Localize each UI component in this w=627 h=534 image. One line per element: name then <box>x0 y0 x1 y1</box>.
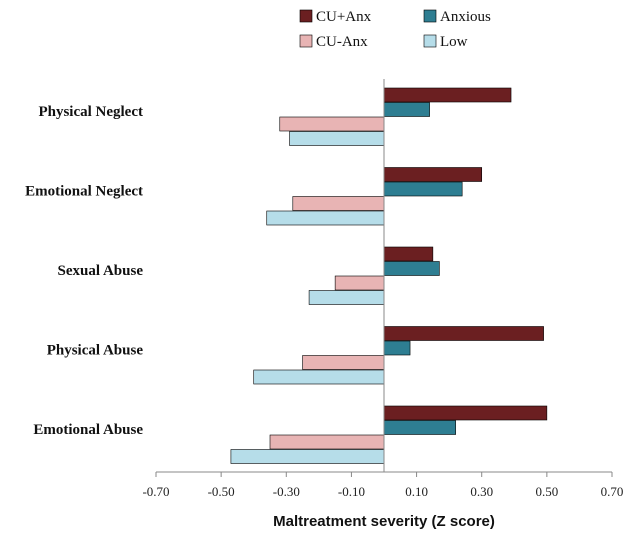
bar-anxious-physical-neglect <box>383 102 430 117</box>
x-tick-label: -0.70 <box>142 484 169 499</box>
x-tick-label: -0.30 <box>273 484 300 499</box>
legend-swatch-anxious <box>423 9 437 23</box>
category-label: Emotional Neglect <box>25 184 143 200</box>
bar-low-emotional-abuse <box>230 449 385 464</box>
legend-label: Low <box>440 34 468 50</box>
bar-anxious-physical-abuse <box>383 340 411 356</box>
legend-label: Anxious <box>440 9 491 25</box>
x-tick-label: 0.70 <box>601 484 624 499</box>
category-label: Physical Neglect <box>38 104 143 120</box>
bar-cu-anx-sexual-abuse <box>383 246 434 262</box>
category-label: Sexual Abuse <box>58 263 144 279</box>
bar-anxious-emotional-neglect <box>383 181 463 197</box>
x-tick-labels: -0.70 -0.50 -0.30 -0.10 0.10 0.30 0.50 0.70 <box>142 472 623 499</box>
x-tick-label: 0.50 <box>535 484 558 499</box>
bar-cu-anx-physical-neglect <box>383 87 512 103</box>
bar-low-physical-abuse <box>253 369 385 385</box>
category-label: Emotional Abuse <box>33 422 143 438</box>
bar-low-sexual-abuse <box>308 290 385 305</box>
bar-cu-anx-sexual-abuse <box>334 275 385 291</box>
category-label: Physical Abuse <box>47 343 144 359</box>
bar-cu-anx-emotional-abuse <box>383 405 548 421</box>
bars-group <box>230 87 548 464</box>
bar-anxious-sexual-abuse <box>383 261 440 276</box>
legend-swatch-cu-anx <box>299 9 313 23</box>
legend-swatch-low <box>423 34 437 48</box>
x-tick-label: 0.10 <box>405 484 428 499</box>
bar-cu-anx-physical-abuse <box>302 355 385 370</box>
bar-cu-anx-emotional-neglect <box>292 196 385 211</box>
legend: CU+Anx CU-Anx Anxious Low <box>299 9 491 50</box>
legend-swatch-cu-anx <box>299 34 313 48</box>
x-tick-label: -0.10 <box>338 484 365 499</box>
bar-anxious-emotional-abuse <box>383 420 456 435</box>
bar-low-emotional-neglect <box>266 210 385 226</box>
legend-label: CU+Anx <box>316 9 372 25</box>
bar-cu-anx-physical-abuse <box>383 326 544 341</box>
x-tick-label: 0.30 <box>470 484 493 499</box>
legend-label: CU-Anx <box>316 34 368 50</box>
bar-cu-anx-physical-neglect <box>279 116 385 132</box>
bar-cu-anx-emotional-neglect <box>383 167 483 182</box>
bar-cu-anx-emotional-abuse <box>269 434 385 450</box>
x-axis-title: Maltreatment severity (Z score) <box>273 513 495 530</box>
bar-low-physical-neglect <box>289 131 385 146</box>
category-labels: Physical Neglect Emotional Neglect Sexual … <box>25 104 143 438</box>
x-tick-label: -0.50 <box>208 484 235 499</box>
